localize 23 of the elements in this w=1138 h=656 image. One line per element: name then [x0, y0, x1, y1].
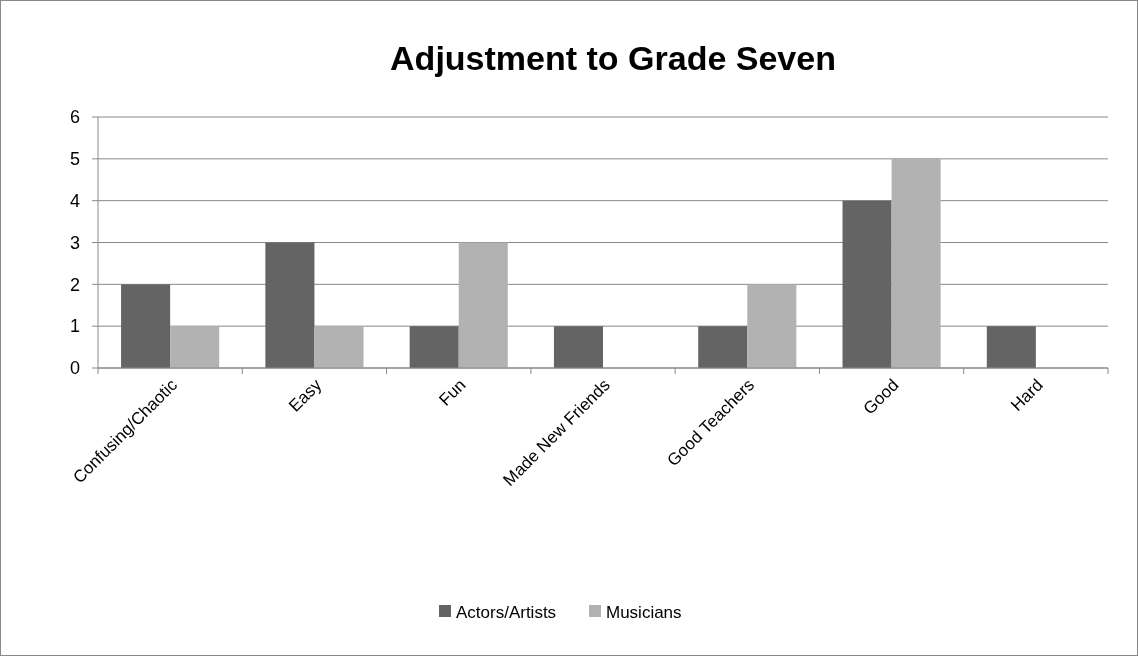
bar [698, 326, 748, 368]
x-tick-label: Fun [435, 375, 470, 410]
bar [747, 284, 797, 368]
bar [314, 326, 364, 368]
bar [265, 242, 315, 368]
bar [842, 200, 892, 368]
y-tick-label: 0 [69, 358, 80, 379]
chart-title: Adjustment to Grade Seven [390, 39, 836, 77]
bar [458, 242, 508, 368]
y-tick-label: 4 [69, 190, 80, 211]
legend-label: Actors/Artists [456, 602, 557, 622]
bar [553, 326, 603, 368]
bar [986, 326, 1036, 368]
y-tick-label: 1 [69, 316, 80, 337]
y-tick-label: 3 [69, 232, 80, 253]
bar [409, 326, 459, 368]
y-tick-label: 2 [69, 274, 80, 295]
y-tick-label: 6 [69, 107, 80, 128]
bar [121, 284, 171, 368]
legend-label: Musicians [606, 602, 682, 622]
y-tick-label: 5 [69, 149, 80, 170]
bar [170, 326, 220, 368]
bar [891, 158, 941, 368]
